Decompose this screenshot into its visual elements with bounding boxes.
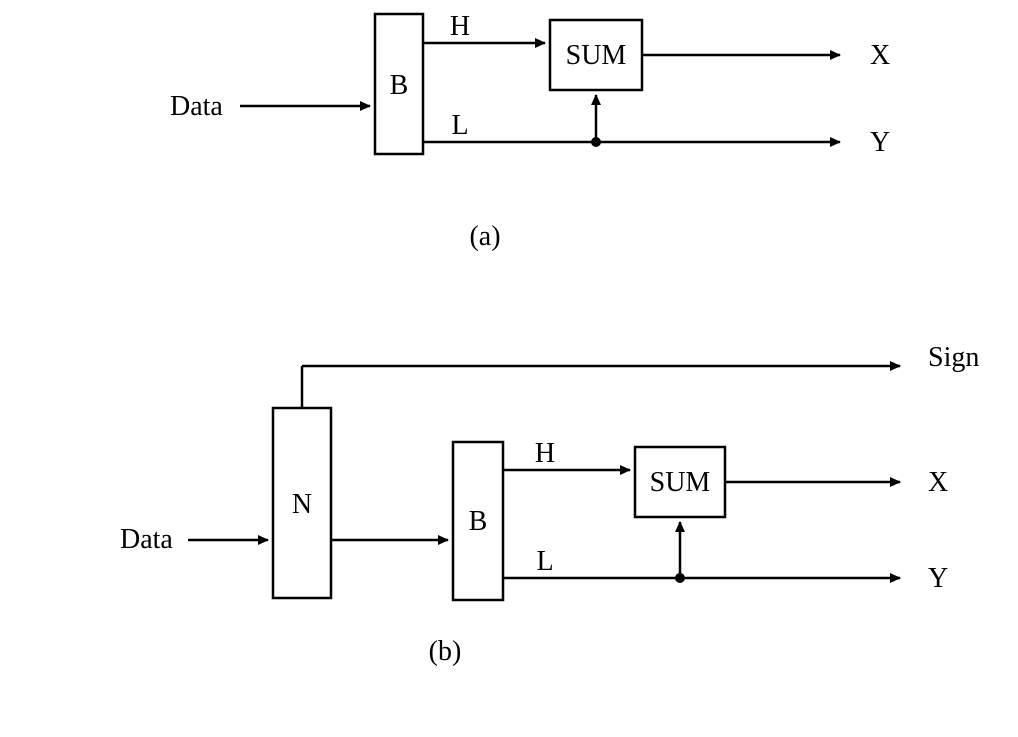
label-x: X [870,40,890,71]
caption-a: (a) [469,221,500,252]
block-n-text: N [292,489,312,520]
block-sum-text-b: SUM [650,467,711,498]
label-x-b: X [928,467,948,498]
label-h-b: H [535,438,555,469]
label-l-b: L [536,546,553,577]
diagram-b: Data N Sign B H SUM X L Y (b) [120,342,979,667]
block-sum-text: SUM [566,40,627,71]
block-b-text-b: B [469,506,488,537]
label-data-b: Data [120,524,173,555]
label-y-b: Y [928,563,948,594]
diagram-canvas: Data B H SUM X L Y (a) Data N [0,0,1018,737]
caption-b: (b) [429,636,462,667]
block-b-text: B [390,70,409,101]
label-sign: Sign [928,342,979,373]
label-l: L [451,110,468,141]
label-data: Data [170,91,223,122]
diagram-a: Data B H SUM X L Y (a) [170,11,890,252]
label-y: Y [870,127,890,158]
label-h: H [450,11,470,42]
